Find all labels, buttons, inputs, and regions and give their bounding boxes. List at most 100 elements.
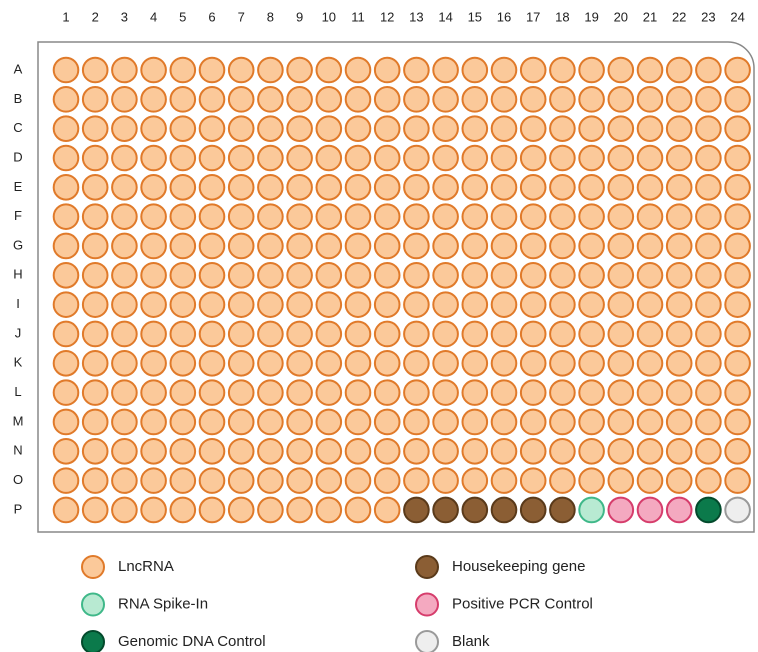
well <box>578 496 605 524</box>
well <box>403 350 430 377</box>
row-label: D <box>13 149 22 164</box>
well <box>403 320 430 348</box>
well <box>81 262 109 289</box>
well <box>257 320 284 348</box>
column-label: 21 <box>643 9 657 24</box>
column-label: 2 <box>92 9 99 24</box>
well <box>695 144 722 172</box>
well <box>432 86 459 113</box>
well <box>607 320 635 348</box>
well <box>461 496 489 524</box>
legend-label: RNA Spike-In <box>118 595 208 612</box>
well <box>549 56 576 84</box>
well <box>519 56 547 84</box>
well <box>695 262 722 289</box>
well <box>315 174 343 201</box>
well <box>578 291 605 318</box>
well <box>665 262 693 289</box>
well <box>490 408 518 436</box>
well <box>286 467 313 494</box>
well <box>373 56 401 84</box>
well <box>286 350 313 377</box>
well <box>111 86 138 113</box>
well <box>373 291 401 318</box>
well <box>81 144 109 172</box>
row-label: M <box>13 413 24 428</box>
well <box>432 291 459 318</box>
well <box>432 144 459 172</box>
well <box>461 232 489 260</box>
well <box>607 174 635 201</box>
well <box>578 320 605 348</box>
well <box>490 232 518 260</box>
well <box>461 437 489 465</box>
well <box>490 379 518 406</box>
well <box>607 115 635 142</box>
well <box>403 496 430 524</box>
well <box>257 262 284 289</box>
well <box>549 232 576 260</box>
well <box>111 232 138 260</box>
well <box>549 350 576 377</box>
well <box>344 232 372 260</box>
well <box>373 408 401 436</box>
well <box>111 350 138 377</box>
well <box>549 320 576 348</box>
well <box>344 174 372 201</box>
well <box>257 496 284 524</box>
well <box>344 56 372 84</box>
well <box>695 86 722 113</box>
well <box>315 144 343 172</box>
well <box>724 174 751 201</box>
column-label: 15 <box>468 9 482 24</box>
well <box>52 144 80 172</box>
well <box>315 437 343 465</box>
well <box>549 203 576 230</box>
well <box>169 86 197 113</box>
well <box>432 408 459 436</box>
well <box>373 379 401 406</box>
well <box>724 86 751 113</box>
column-label: 24 <box>730 9 744 24</box>
row-label: J <box>15 325 22 340</box>
legend-label: Positive PCR Control <box>452 595 593 612</box>
well <box>140 86 167 113</box>
well <box>636 144 664 172</box>
well <box>227 115 255 142</box>
well <box>636 203 664 230</box>
well <box>344 350 372 377</box>
well <box>140 496 167 524</box>
row-label: B <box>14 91 23 106</box>
well <box>198 144 226 172</box>
well <box>257 232 284 260</box>
well <box>140 144 167 172</box>
well <box>315 496 343 524</box>
well <box>490 437 518 465</box>
well <box>461 291 489 318</box>
well <box>227 320 255 348</box>
well <box>373 86 401 113</box>
well <box>461 203 489 230</box>
well <box>140 262 167 289</box>
well <box>636 174 664 201</box>
well <box>257 56 284 84</box>
well <box>695 379 722 406</box>
well <box>111 467 138 494</box>
column-label: 8 <box>267 9 274 24</box>
well <box>227 56 255 84</box>
well <box>198 467 226 494</box>
well <box>140 291 167 318</box>
well <box>519 86 547 113</box>
well <box>169 437 197 465</box>
well <box>665 115 693 142</box>
well <box>198 496 226 524</box>
well <box>403 144 430 172</box>
column-label: 5 <box>179 9 186 24</box>
well <box>695 174 722 201</box>
well <box>432 437 459 465</box>
well <box>344 408 372 436</box>
well <box>695 291 722 318</box>
well <box>549 408 576 436</box>
well <box>52 496 80 524</box>
well <box>286 115 313 142</box>
